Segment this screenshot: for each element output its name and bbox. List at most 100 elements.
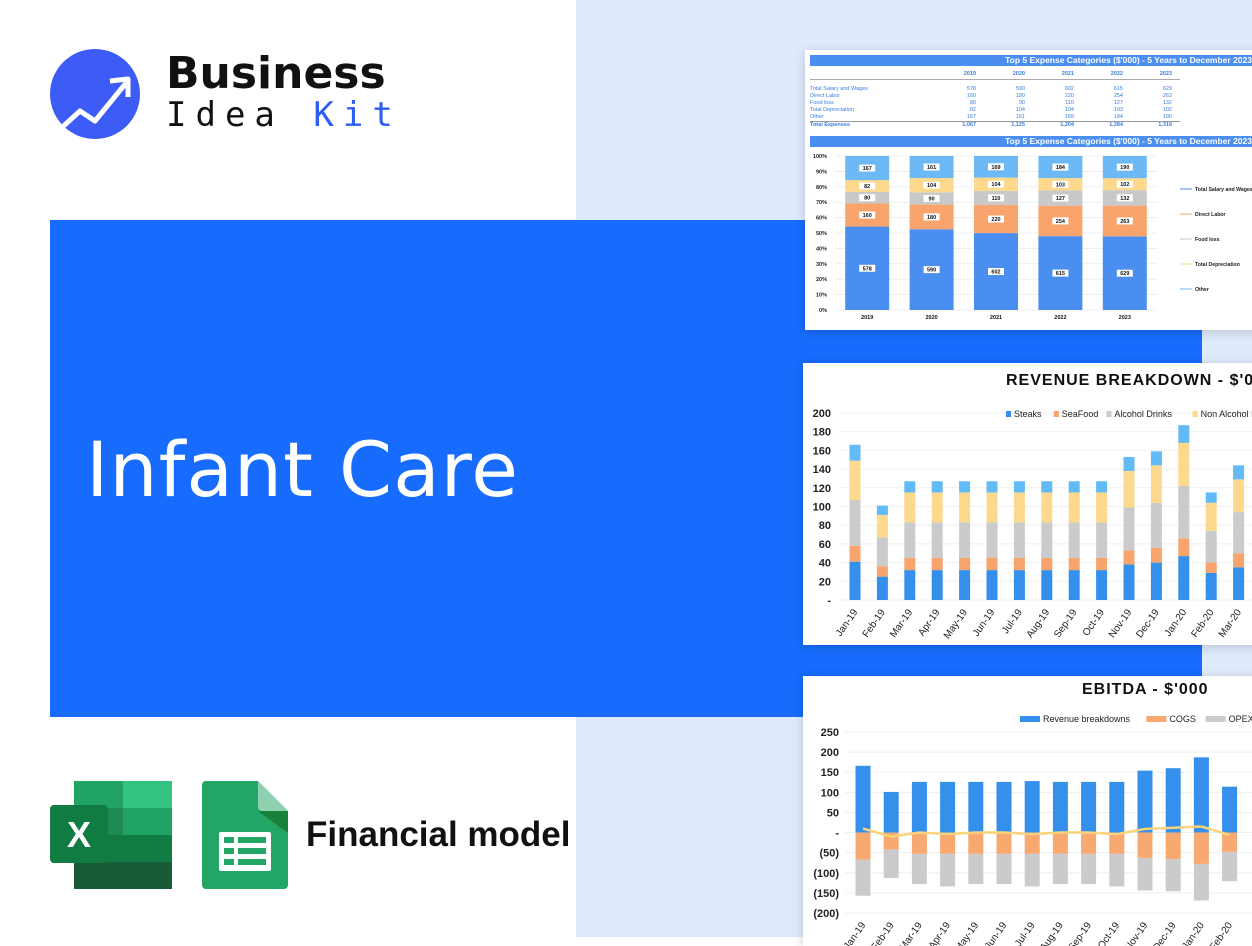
- table-total-row: Total Expenses 1,067 1,125 1,204 1,284 1,316: [810, 121, 1180, 129]
- data-label-box: [923, 163, 940, 171]
- x-tick-label: Sep-19: [1067, 920, 1095, 946]
- data-label-box: [923, 194, 940, 202]
- bar-segment: [1096, 481, 1108, 493]
- data-label: 184: [1056, 165, 1066, 171]
- bar-segment: [1109, 832, 1125, 854]
- data-label-box: [1052, 269, 1069, 277]
- data-label-box: [859, 211, 876, 219]
- data-label: 220: [991, 217, 1000, 223]
- y-tick-label: 60%: [816, 216, 827, 222]
- data-label: 254: [1056, 219, 1066, 225]
- cell: 160: [966, 93, 976, 99]
- cell: 1,067: [935, 121, 984, 129]
- legend-marker: [1192, 411, 1198, 417]
- x-tick-label: May-19: [942, 607, 970, 641]
- bar-segment: [986, 557, 998, 571]
- cell: 184: [1113, 114, 1123, 120]
- bar-segment: [986, 522, 998, 558]
- bar-segment: [849, 545, 861, 562]
- cell: 103: [1113, 107, 1123, 113]
- bar-segment: [1081, 781, 1097, 833]
- data-label: 80: [864, 196, 870, 202]
- ebitda-line: [862, 825, 1230, 838]
- bar-segment: [940, 853, 956, 887]
- legend-marker: [1020, 716, 1040, 722]
- legend-label: SeaFood: [1062, 409, 1099, 419]
- financial-model-label: Financial model: [306, 815, 571, 854]
- bar-segment: [1137, 832, 1153, 858]
- bar-segment: [931, 570, 943, 600]
- y-tick-label: 70%: [816, 200, 827, 206]
- bar-segment: [996, 781, 1012, 833]
- bar-segment: [1096, 522, 1108, 558]
- ebitda-panel: EBITDA - $'000 (200) (150) (100) (50) - 50 100…: [803, 676, 1252, 946]
- legend-marker: [1006, 411, 1011, 417]
- table-row: Food loss 80 90 110 127 132: [810, 100, 1180, 107]
- bar-segment: [1013, 570, 1025, 600]
- bar-segment: [1052, 853, 1068, 885]
- bar-segment: [959, 557, 971, 571]
- bar-segment: [1137, 770, 1153, 833]
- y-tick-label: 40%: [816, 246, 827, 252]
- x-tick-label: 2020: [925, 315, 937, 321]
- y-tick-label: 50%: [816, 231, 827, 237]
- expense-table: 2019 2020 2021 2022 2023 Total Salary and Wag…: [810, 70, 1180, 129]
- bar-segment: [986, 492, 998, 523]
- y-tick-label: 120: [813, 483, 831, 495]
- bar-segment: [883, 791, 899, 833]
- data-label: 602: [991, 270, 1000, 276]
- cell: 263: [1162, 93, 1172, 99]
- x-tick-label: Jan-19: [834, 607, 861, 639]
- logo-trend-icon: [50, 49, 140, 139]
- bar-segment: [1165, 832, 1181, 860]
- bar-segment: [849, 561, 861, 600]
- data-label-box: [988, 194, 1004, 202]
- cell: 132: [1162, 100, 1172, 106]
- legend-label: Other: [1195, 287, 1209, 293]
- x-tick-label: 2019: [861, 315, 873, 321]
- bar-segment: [1150, 502, 1162, 548]
- table-row: Other 167 161 169 184 190: [810, 114, 1180, 122]
- bar-segment: [1178, 442, 1190, 486]
- cell: 102: [1162, 107, 1172, 113]
- bar-segment: [1222, 786, 1238, 833]
- bar-segment: [940, 832, 956, 854]
- bar-segment: [855, 859, 871, 896]
- y-tick-label: 100%: [813, 154, 827, 160]
- bar-segment: [968, 832, 984, 854]
- row-label: Food loss: [810, 100, 834, 106]
- expense-percent-chart: 0% 10% 20% 30% 40% 50% 60% 70% 80% 90% 100% 578 160 8…: [813, 154, 1252, 321]
- table-row: Total Salary and Wages 578 590 602 615 629: [810, 86, 1180, 93]
- data-label-box: [1116, 163, 1133, 171]
- x-tick-label: May-19: [953, 920, 981, 946]
- bar-segment: [1178, 538, 1190, 557]
- y-tick-label: 80%: [816, 185, 827, 191]
- bar-segment: [1096, 570, 1108, 600]
- bar-segment: [1150, 451, 1162, 466]
- x-tick-label: Feb-19: [861, 607, 888, 640]
- bar-segment: [1109, 781, 1125, 833]
- cell: 254: [1113, 93, 1123, 99]
- row-label: [810, 70, 935, 80]
- bar-segment: [1205, 502, 1217, 531]
- brand-idea: Idea: [166, 95, 284, 135]
- bar-segment: [1081, 832, 1097, 854]
- data-label: 629: [1120, 271, 1129, 277]
- bar-segment: [968, 781, 984, 833]
- y-tick-label: 160: [813, 445, 831, 457]
- bar-segment: [904, 557, 916, 571]
- bar-segment: [968, 853, 984, 885]
- x-tick-label: Nov-19: [1107, 607, 1135, 640]
- row-label: Direct Labor: [810, 93, 840, 99]
- data-label-box: [988, 215, 1004, 223]
- bar-segment: [1205, 530, 1217, 563]
- data-label: 190: [1120, 165, 1129, 171]
- data-label-box: [859, 194, 876, 202]
- cell: 615: [1113, 86, 1123, 92]
- legend-marker: [1106, 411, 1112, 417]
- x-tick-label: 2023: [1119, 315, 1131, 321]
- legend-label: OPEX: [1229, 714, 1252, 724]
- bar-segment: [986, 481, 998, 493]
- cell: 590: [1015, 86, 1025, 92]
